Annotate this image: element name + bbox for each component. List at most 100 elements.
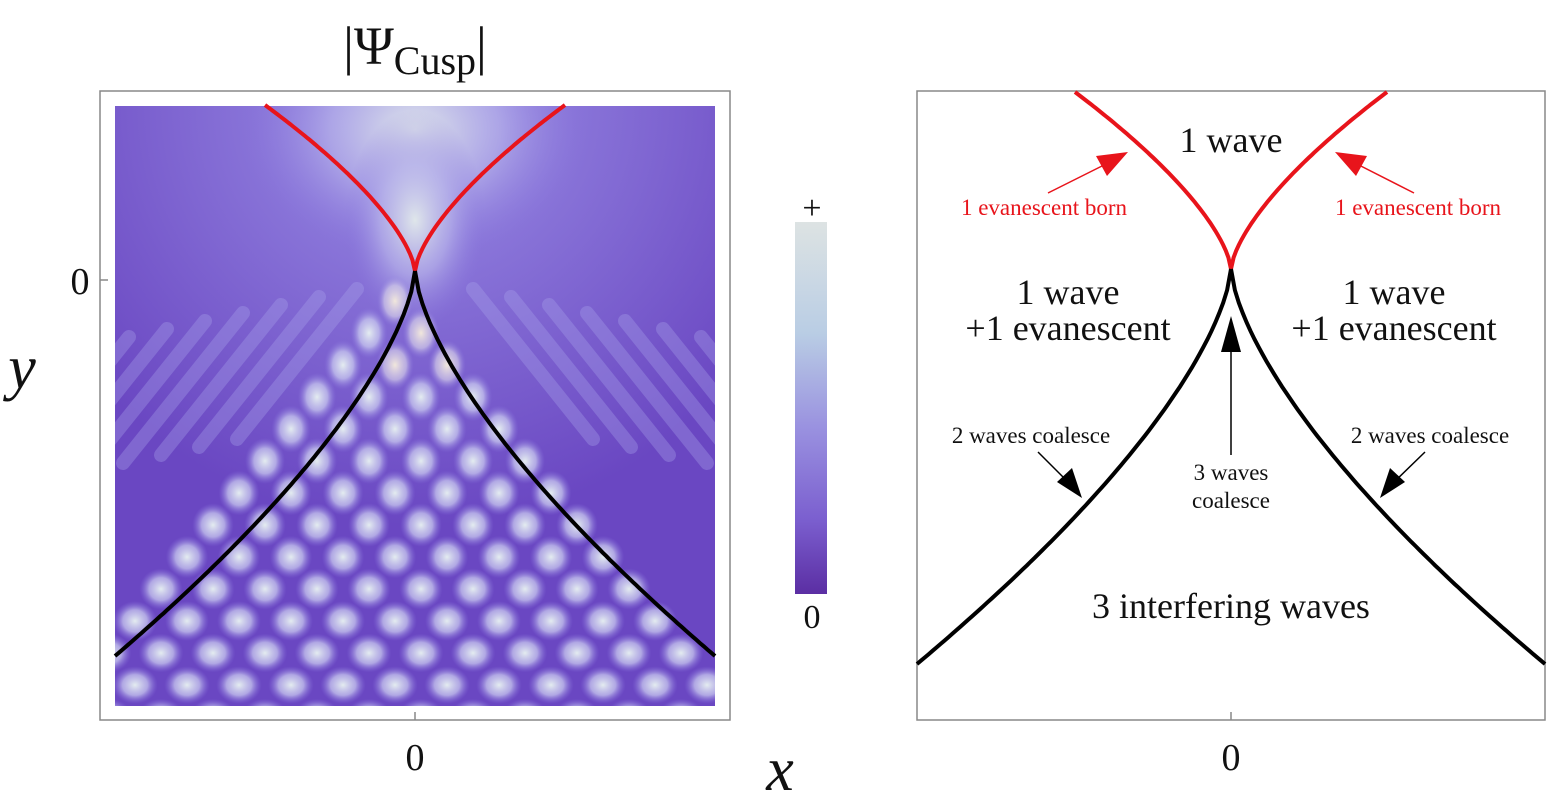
title-psi: |Ψ	[343, 16, 394, 76]
fringe-spot	[218, 470, 260, 516]
fringe-spot	[454, 698, 492, 706]
y-tick-label: 0	[71, 261, 90, 303]
born-left-label: 1 evanescent born	[961, 195, 1128, 220]
fringe-spot	[216, 666, 262, 704]
fringe-spot	[373, 601, 417, 641]
fringe-spot	[504, 503, 546, 547]
fringe-spot	[192, 503, 234, 547]
fringe-spot	[297, 438, 337, 484]
fringe-spot	[399, 568, 443, 610]
title-close: |	[476, 16, 487, 76]
fringe-spot	[506, 698, 544, 706]
fringe-spot	[194, 698, 232, 706]
fringe-streak	[230, 282, 364, 446]
fringe-spot	[242, 633, 288, 673]
fringe-spot	[400, 503, 442, 547]
fringe-spot	[398, 633, 444, 673]
fringe-spot	[373, 535, 417, 579]
fringe-streak	[115, 322, 174, 406]
fringe-spot	[324, 340, 362, 390]
right-caustic-left	[915, 268, 1233, 666]
fringe-spot	[606, 633, 652, 673]
coalesce-left-arrow	[1037, 451, 1082, 498]
fringe-spot	[479, 405, 519, 453]
caustic-left	[113, 270, 417, 658]
fringe-spot	[427, 405, 467, 453]
fringe-spot	[502, 633, 548, 673]
coalesce-center-label-line2: coalesce	[1192, 488, 1270, 513]
fringe-spot	[348, 503, 390, 547]
fringe-spot	[374, 470, 416, 516]
fringe-spot	[555, 568, 599, 610]
fringe-spot	[350, 307, 388, 359]
fringe-spot	[269, 601, 313, 641]
coalesce-right-label: 2 waves coalesce	[1351, 423, 1509, 448]
region-left-label-line2: +1 evanescent	[965, 308, 1170, 348]
fringe-spot	[270, 470, 312, 516]
fringe-spot	[115, 699, 128, 706]
fringe-spot	[580, 666, 626, 704]
fringe-streak	[618, 314, 715, 445]
colorbar-top-label: +	[802, 190, 821, 227]
fringe-spot	[34, 699, 80, 735]
fringe-spot	[453, 438, 493, 484]
fringe-spot	[115, 666, 158, 704]
fringe-spot	[294, 633, 340, 673]
region-bottom-label: 3 interfering waves	[1092, 586, 1370, 626]
fringe-spot	[217, 535, 261, 579]
left-panel: |ΨCusp| 0 0 y x + 0	[2, 16, 827, 801]
fringe-spot	[424, 666, 470, 704]
fringe-spot	[478, 470, 520, 516]
fringe-spot	[477, 601, 521, 641]
fringe-streak	[580, 306, 714, 470]
fringe-spot	[217, 601, 261, 641]
fringe-spot	[402, 698, 440, 706]
fringe-spot	[610, 698, 648, 706]
colorbar: + 0	[795, 190, 827, 636]
intensity-map	[34, 106, 715, 735]
fringe-spot	[558, 698, 596, 706]
fringe-spot	[191, 568, 235, 610]
fringe-spot	[375, 405, 415, 453]
fringe-spot	[190, 633, 236, 673]
fringe-streak	[656, 322, 715, 406]
fringe-spot	[350, 698, 388, 706]
fringe-spot	[476, 666, 522, 704]
fringe-streak	[504, 290, 638, 454]
y-axis-label: y	[2, 334, 36, 402]
fringe-spot	[503, 568, 547, 610]
fringe-spot	[320, 666, 366, 704]
fringe-spot	[164, 666, 210, 704]
fringe-streak	[542, 298, 676, 462]
right-panel: 0 1 wave 1 wave +1 evanescent 1 wave +1 …	[915, 90, 1547, 779]
right-evanescent-boundary-left	[1073, 90, 1233, 270]
fringe-spot	[684, 666, 715, 704]
fringe-spot	[581, 535, 625, 579]
interference-fringes	[34, 275, 715, 735]
fringe-spot	[450, 633, 496, 673]
fringe-spot	[245, 438, 285, 484]
fringe-spot	[451, 568, 495, 610]
fringe-spot	[322, 470, 364, 516]
fringe-streak	[154, 298, 288, 462]
region-right-label-line1: 1 wave	[1343, 272, 1446, 312]
coalesce-left-label: 2 waves coalesce	[952, 423, 1110, 448]
colorbar-gradient	[795, 222, 827, 594]
region-top-label: 1 wave	[1180, 120, 1283, 160]
fringe-streak	[116, 306, 250, 470]
fringe-spot	[298, 698, 336, 706]
fringe-spot	[243, 568, 287, 610]
fringe-spot	[165, 601, 209, 641]
born-right-arrow	[1335, 152, 1415, 194]
fringe-spot	[347, 568, 391, 610]
fringe-spot	[633, 601, 677, 641]
fringe-spot	[115, 601, 157, 641]
fringe-spot	[142, 698, 180, 706]
fringe-streak	[192, 290, 326, 454]
x-axis-label: x	[765, 736, 794, 801]
fringe-spot	[530, 470, 572, 516]
fringe-spot	[529, 535, 573, 579]
fringe-spot	[244, 503, 286, 547]
left-panel-title: |ΨCusp|	[343, 16, 487, 83]
